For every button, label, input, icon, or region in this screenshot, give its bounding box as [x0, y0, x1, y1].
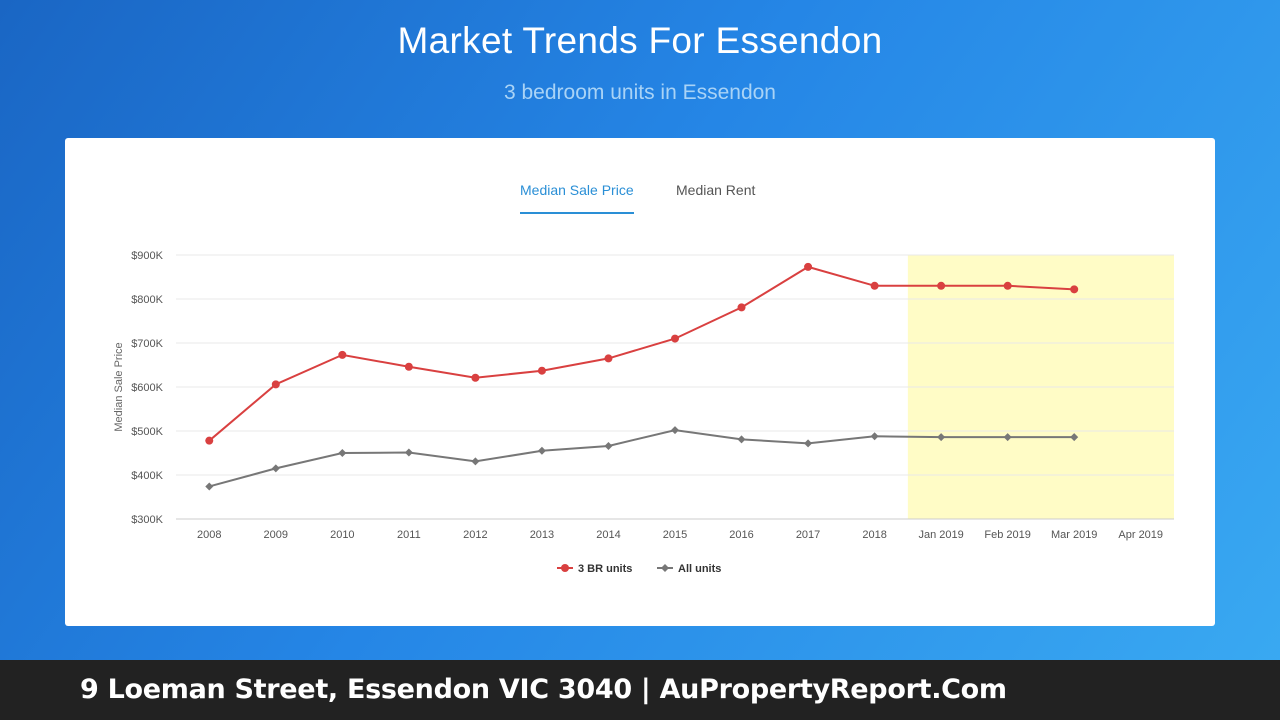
y-axis-label: Median Sale Price: [113, 342, 125, 431]
x-tick-label: Apr 2019: [1118, 529, 1163, 541]
series-3br-units: [205, 262, 1079, 445]
x-tick-label: 2014: [596, 529, 620, 541]
data-point: [271, 380, 280, 389]
data-point: [205, 482, 214, 491]
x-tick-label: 2016: [729, 529, 753, 541]
data-point: [1070, 285, 1079, 294]
y-tick-label: $600K: [131, 382, 163, 394]
data-point: [604, 354, 613, 363]
x-tick-label: 2011: [397, 529, 421, 541]
footer-bar: 9 Loeman Street, Essendon VIC 3040 | AuP…: [0, 660, 1280, 720]
legend-swatch-marker: [561, 564, 569, 572]
data-point: [205, 436, 214, 445]
legend-swatch-marker: [661, 564, 669, 572]
data-point: [471, 457, 480, 466]
data-point: [404, 448, 413, 457]
x-tick-label: Jan 2019: [919, 529, 964, 541]
data-point: [737, 435, 746, 444]
data-point: [1070, 433, 1079, 442]
y-tick-label: $500K: [131, 426, 163, 438]
data-point: [1003, 433, 1012, 442]
x-tick-label: 2013: [530, 529, 554, 541]
data-point: [271, 464, 280, 473]
data-point: [671, 334, 679, 343]
data-point: [937, 433, 946, 442]
page-subtitle: 3 bedroom units in Essendon: [503, 81, 776, 104]
data-point: [870, 281, 879, 290]
y-tick-label: $900K: [131, 250, 163, 262]
data-point: [737, 303, 746, 312]
data-point: [1003, 281, 1012, 290]
series-line: [209, 429, 1075, 488]
data-point: [537, 366, 546, 375]
x-tick-label: 2010: [330, 529, 354, 541]
y-tick-label: $700K: [131, 338, 163, 350]
data-point: [338, 350, 347, 359]
x-tick-label: Mar 2019: [1051, 529, 1097, 541]
data-point: [537, 446, 546, 455]
series-line: [208, 265, 1075, 442]
data-point: [671, 426, 679, 435]
data-point: [870, 432, 879, 441]
series-all-units: [205, 426, 1079, 491]
tab-median-rent[interactable]: Median Rent: [676, 182, 756, 198]
legend-label: 3 BR units: [578, 563, 632, 575]
tab-median-sale-price[interactable]: Median Sale Price: [520, 182, 634, 214]
data-point: [804, 439, 813, 448]
x-tick-label: Feb 2019: [984, 529, 1030, 541]
x-tick-label: 2018: [862, 529, 886, 541]
data-point: [937, 281, 946, 290]
chart-card: Median Sale Price Median Rent $300K $400K…: [65, 138, 1215, 626]
data-point: [804, 262, 813, 271]
y-tick-label: $400K: [131, 470, 163, 482]
data-point: [471, 373, 480, 382]
footer-text: 9 Loeman Street, Essendon VIC 3040 | AuP…: [80, 674, 1007, 705]
y-tick-label: $300K: [131, 514, 163, 526]
chart-tabs: Median Sale Price Median Rent: [65, 182, 1215, 216]
data-point: [338, 449, 347, 457]
legend-label: All units: [678, 563, 721, 575]
data-point: [604, 441, 613, 450]
data-point: [404, 362, 413, 371]
legend: 3 BR units All units: [557, 563, 721, 575]
line-chart: $300K $400K $500K $600K $700K $800K $900K 2008 2…: [113, 250, 1174, 575]
x-tick-label: 2012: [463, 529, 487, 541]
x-tick-label: 2009: [264, 529, 288, 541]
y-tick-label: $800K: [131, 294, 163, 306]
x-tick-label: 2015: [663, 529, 687, 541]
page-title: Market Trends For Essendon: [397, 20, 883, 61]
x-tick-label: 2017: [796, 529, 820, 541]
x-tick-label: 2008: [197, 529, 221, 541]
